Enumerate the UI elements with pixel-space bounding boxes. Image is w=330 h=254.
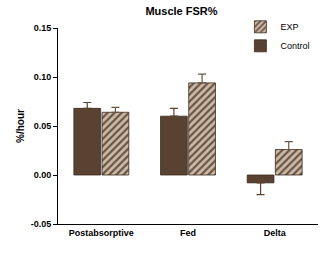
svg-text:-0.05: -0.05 (31, 219, 52, 229)
svg-text:Postabsorptive: Postabsorptive (69, 228, 134, 238)
svg-text:Control: Control (280, 41, 309, 51)
svg-text:EXP: EXP (280, 22, 298, 32)
svg-text:Muscle FSR%: Muscle FSR% (145, 5, 217, 17)
svg-text:0.15: 0.15 (34, 23, 52, 33)
svg-text:Delta: Delta (264, 228, 287, 238)
svg-text:0.10: 0.10 (34, 72, 52, 82)
svg-text:0.00: 0.00 (34, 170, 52, 180)
svg-text:%/hour: %/hour (15, 109, 26, 143)
svg-text:0.05: 0.05 (34, 121, 52, 131)
svg-text:Fed: Fed (180, 228, 196, 238)
